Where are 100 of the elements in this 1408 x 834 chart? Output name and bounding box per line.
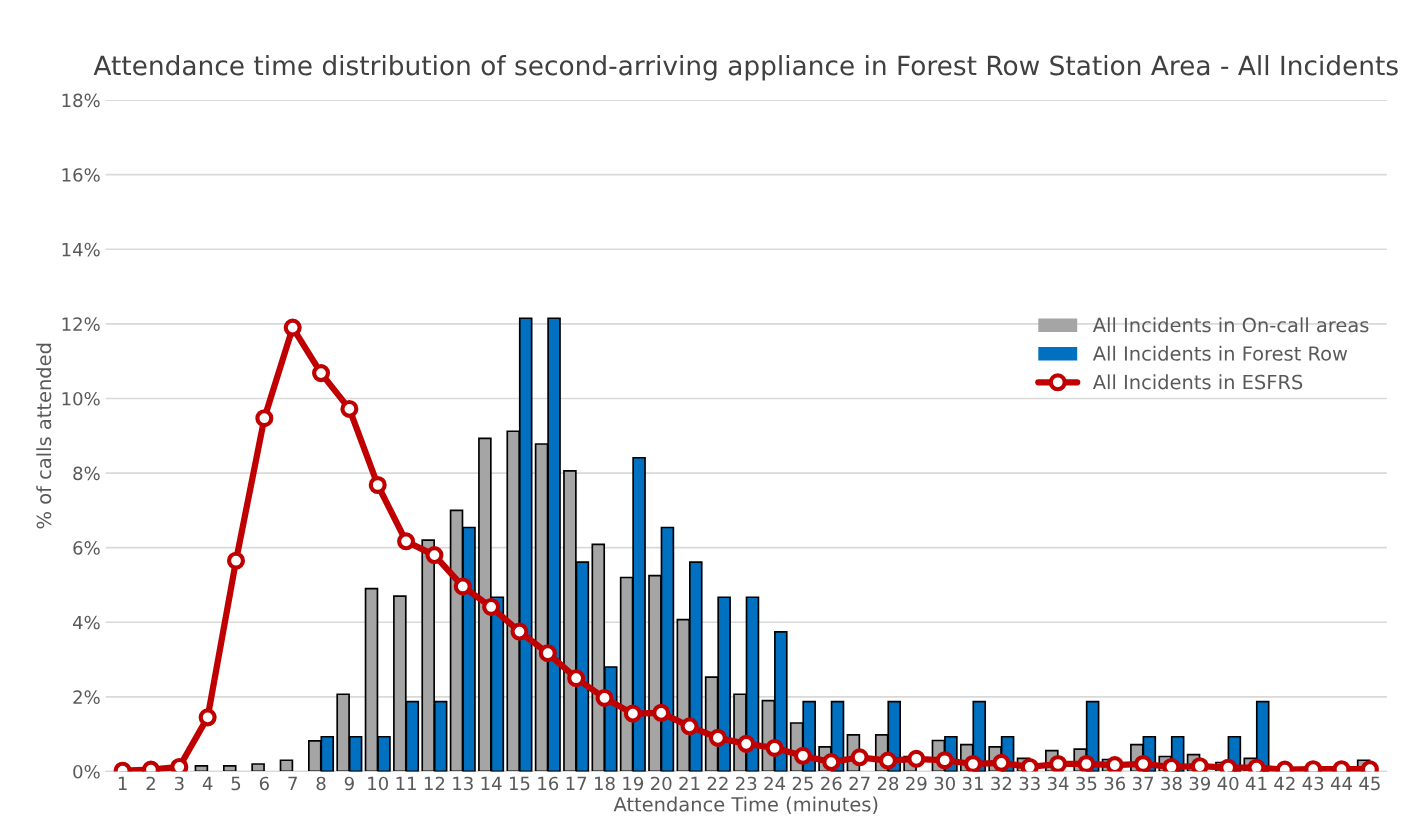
point — [1077, 754, 1096, 772]
x-tick-label: 38 — [1161, 776, 1182, 791]
y-tick-label: 16% — [62, 168, 100, 182]
bar — [251, 763, 265, 772]
y-axis-title: % of calls attended — [36, 343, 52, 529]
point — [680, 717, 699, 736]
y-tick-label: 14% — [62, 242, 100, 257]
point — [907, 749, 926, 768]
y-tick-label: 6% — [73, 541, 100, 555]
x-tick-label: 28 — [877, 776, 899, 791]
point — [1219, 758, 1238, 772]
y-tick-label: 10% — [62, 391, 100, 406]
point — [312, 364, 331, 383]
point — [538, 644, 557, 663]
x-tick-label: 5 — [231, 776, 241, 791]
point — [935, 751, 954, 770]
x-tick-label: 27 — [849, 776, 870, 791]
point — [482, 597, 501, 616]
y-tick-label: 2% — [73, 690, 100, 704]
bar — [279, 759, 294, 772]
point — [793, 746, 812, 765]
x-tick-label: 23 — [736, 776, 757, 791]
y-tick-label: 8% — [73, 466, 100, 481]
point — [765, 738, 784, 757]
x-tick-label: 37 — [1132, 776, 1154, 791]
point — [1134, 754, 1153, 772]
legend-label: All Incidents in Forest Row — [1092, 345, 1348, 361]
legend-label: All Incidents in On-call areas — [1092, 317, 1369, 333]
x-tick-label: 45 — [1359, 776, 1380, 791]
y-tick-label: 4% — [72, 615, 100, 630]
point — [567, 669, 586, 688]
x-tick-label: 33 — [1019, 776, 1040, 791]
x-tick-label: 41 — [1245, 776, 1267, 791]
x-tick-label: 6 — [259, 776, 269, 791]
x-tick-label: 22 — [707, 776, 728, 791]
point — [850, 748, 869, 767]
point — [368, 475, 387, 495]
point — [822, 753, 841, 772]
x-tick-label: 31 — [962, 776, 983, 791]
point — [878, 751, 898, 770]
x-tick-label: 34 — [1047, 776, 1069, 791]
x-tick-label: 20 — [651, 776, 672, 791]
point — [425, 546, 444, 565]
point — [510, 622, 529, 641]
x-tick-label: 35 — [1076, 776, 1097, 791]
bar — [194, 765, 209, 772]
x-tick-label: 15 — [509, 776, 530, 791]
point — [1105, 756, 1124, 772]
x-tick-label: 39 — [1189, 776, 1211, 791]
x-tick-label: 3 — [174, 776, 184, 791]
point — [652, 703, 671, 722]
x-tick-label: 8 — [316, 776, 326, 791]
x-tick-label: 43 — [1302, 776, 1324, 791]
y-tick-label: 12% — [62, 317, 100, 331]
point — [198, 708, 217, 727]
x-axis-title: Attendance Time (minutes) — [613, 796, 878, 814]
x-tick-label: 12 — [424, 776, 445, 791]
x-tick-label: 2 — [146, 776, 155, 791]
y-tick-label: 18% — [62, 93, 100, 108]
x-tick-label: 11 — [396, 776, 416, 791]
point — [737, 734, 756, 753]
x-tick-label: 16 — [538, 776, 559, 791]
point — [1049, 754, 1068, 772]
point — [453, 577, 472, 596]
x-tick-label: 14 — [481, 776, 502, 791]
point — [595, 688, 614, 708]
x-tick-label: 7 — [288, 776, 297, 791]
x-tick-label: 19 — [623, 776, 644, 791]
bar — [222, 765, 237, 772]
x-tick-label: 29 — [906, 776, 927, 791]
chart-title: Attendance time distribution of second-arriving appliance in Forest Row Station Area - All Incidents — [93, 55, 1398, 81]
x-tick-label: 24 — [764, 776, 786, 791]
x-tick-label: 13 — [453, 776, 473, 791]
point — [992, 753, 1011, 772]
x-tick-label: 21 — [679, 776, 700, 791]
x-tick-label: 4 — [202, 776, 213, 791]
y-tick-label: 0% — [73, 764, 100, 779]
point — [963, 754, 983, 772]
point — [226, 551, 246, 570]
point — [623, 704, 642, 723]
x-tick-label: 40 — [1217, 776, 1239, 791]
x-tick-label: 36 — [1104, 776, 1126, 791]
x-tick-label: 44 — [1330, 776, 1352, 791]
point — [397, 532, 416, 551]
x-tick-label: 42 — [1274, 776, 1295, 791]
x-tick-label: 30 — [934, 776, 955, 791]
x-tick-label: 1 — [118, 776, 127, 791]
x-tick-label: 32 — [991, 776, 1012, 791]
x-tick-label: 25 — [792, 776, 813, 791]
point — [340, 399, 359, 418]
x-tick-label: 18 — [595, 776, 615, 791]
legend-label: All Incidents in ESFRS — [1092, 374, 1303, 390]
point — [708, 728, 727, 747]
point — [255, 409, 274, 428]
x-tick-label: 17 — [566, 776, 587, 791]
point — [1190, 757, 1209, 772]
x-tick-label: 9 — [344, 776, 354, 791]
x-tick-label: 26 — [821, 776, 842, 791]
point — [283, 318, 302, 337]
point — [1247, 758, 1266, 772]
